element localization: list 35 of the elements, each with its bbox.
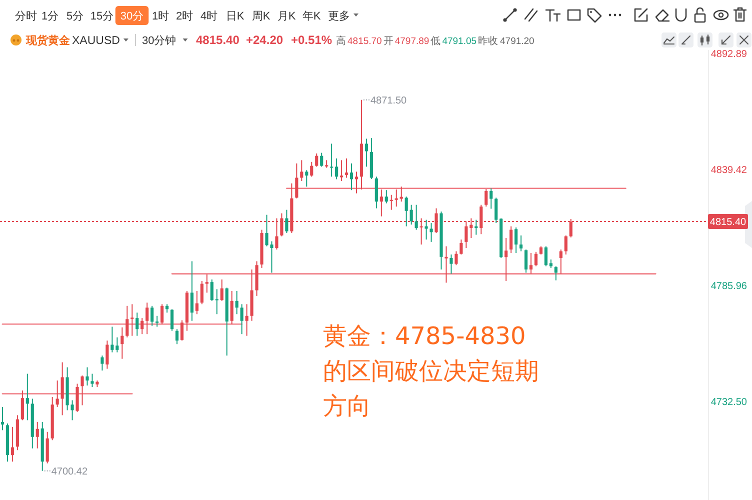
text: 日K: [226, 10, 245, 22]
annotation: 4700.42: [51, 466, 88, 478]
text: 周K: [252, 10, 271, 22]
chart-subtitle: XAUUSD: [72, 35, 120, 47]
text: 高: [336, 35, 346, 47]
ref-line-label: 4815.40: [710, 217, 747, 228]
text: 4797.89: [394, 36, 430, 47]
text: +24.20: [246, 33, 284, 47]
y-tick-label: 4892.89: [710, 49, 747, 60]
text: 4时: [200, 10, 218, 22]
annotation: 黄金：4785-4830的区间破位决定短期方向: [323, 322, 539, 420]
y-tick-label: 4785.96: [710, 280, 747, 292]
text: 5分: [66, 10, 84, 22]
text: 4815.70: [348, 36, 382, 47]
text: 月K: [277, 10, 296, 22]
text: 低: [430, 36, 441, 47]
text: 1分: [41, 10, 59, 22]
text: 年K: [302, 10, 322, 22]
text: 4791.05: [442, 36, 477, 47]
text: 15分: [90, 10, 114, 22]
chart-title: 现货黄金: [25, 34, 71, 47]
text: 昨收: [478, 35, 498, 47]
text: 开: [383, 36, 394, 47]
text: 4815.40: [196, 33, 240, 47]
text: 2时: [176, 10, 194, 22]
annotation: 4871.50: [370, 95, 408, 106]
text: +0.51%: [291, 33, 332, 47]
y-tick-label: 4732.50: [710, 396, 747, 408]
text: 分时: [15, 10, 37, 22]
text: 30分: [120, 10, 144, 22]
text: 1时: [152, 10, 170, 22]
text: 4791.20: [500, 36, 534, 47]
y-tick-label: 4839.42: [710, 164, 747, 176]
text: 30分钟: [142, 35, 176, 47]
text: 更多: [328, 10, 350, 22]
